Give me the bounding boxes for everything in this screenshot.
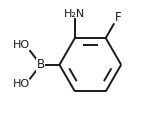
Text: H₂N: H₂N — [64, 9, 85, 19]
Text: HO: HO — [12, 40, 30, 50]
Text: HO: HO — [12, 79, 30, 89]
Text: F: F — [115, 11, 121, 24]
Text: B: B — [37, 58, 45, 71]
